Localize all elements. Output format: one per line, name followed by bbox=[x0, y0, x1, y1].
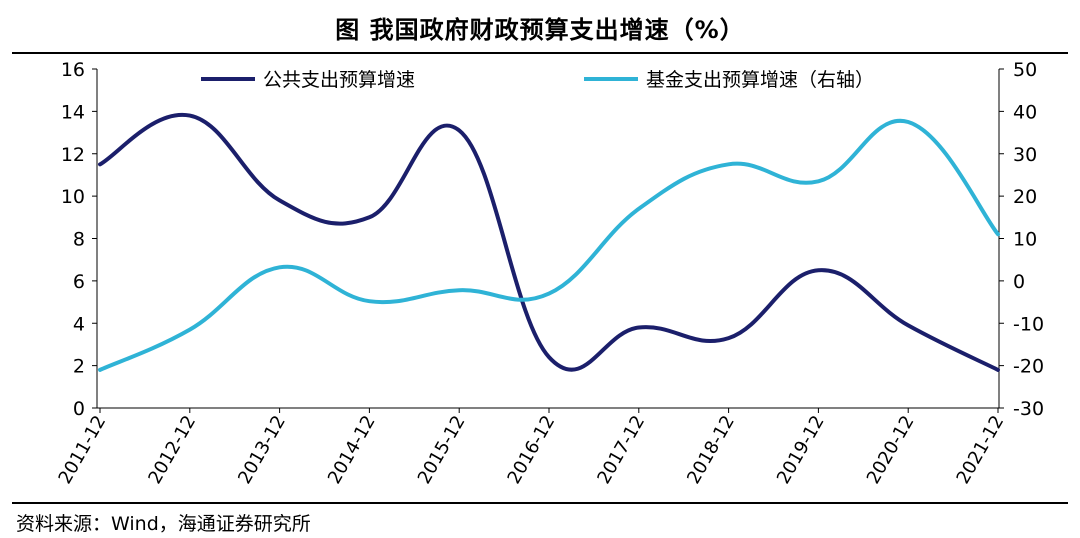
right-tick-label: 10 bbox=[1013, 229, 1037, 251]
x-tick-label: 2017-12 bbox=[593, 412, 649, 488]
x-tick-label: 2014-12 bbox=[324, 412, 380, 488]
x-tick-label: 2012-12 bbox=[144, 412, 200, 488]
chart-axes: 0 2 4 6 8 10 12 14 16 -30 -20 -10 0 10 20 30 40 50 2011-12… bbox=[55, 59, 1045, 488]
chart-title: 图 我国政府财政预算支出增速（%） bbox=[335, 16, 745, 44]
right-tick-label: 0 bbox=[1013, 271, 1025, 293]
source-note: 资料来源：Wind，海通证券研究所 bbox=[16, 513, 311, 535]
left-tick-label: 16 bbox=[61, 59, 85, 81]
x-tick-label: 2019-12 bbox=[773, 412, 829, 488]
right-tick-label: 30 bbox=[1013, 144, 1037, 166]
left-tick-label: 12 bbox=[61, 144, 85, 166]
left-tick-label: 0 bbox=[73, 398, 85, 420]
x-tick-label: 2013-12 bbox=[234, 412, 290, 488]
x-tick-label: 2021-12 bbox=[953, 412, 1009, 488]
left-tick-label: 4 bbox=[73, 313, 85, 335]
left-tick-label: 14 bbox=[61, 101, 85, 123]
source-divider bbox=[12, 502, 1068, 504]
left-tick-label: 8 bbox=[73, 229, 85, 251]
x-tick-label: 2011-12 bbox=[55, 412, 111, 488]
x-tick-label: 2018-12 bbox=[683, 412, 739, 488]
left-tick-label: 6 bbox=[73, 271, 85, 293]
right-tick-label: -10 bbox=[1013, 313, 1044, 335]
title-divider bbox=[12, 52, 1068, 54]
left-tick-label: 2 bbox=[73, 356, 85, 378]
right-tick-label: 40 bbox=[1013, 101, 1037, 123]
right-tick-label: 20 bbox=[1013, 186, 1037, 208]
legend-label-1: 公共支出预算增速 bbox=[263, 69, 415, 91]
x-tick-label: 2020-12 bbox=[863, 412, 919, 488]
legend-label-2: 基金支出预算增速（右轴） bbox=[646, 69, 874, 91]
chart-lines bbox=[98, 112, 1000, 372]
right-tick-label: -30 bbox=[1013, 398, 1044, 420]
right-tick-label: -20 bbox=[1013, 356, 1044, 378]
chart-legend: 公共支出预算增速 基金支出预算增速（右轴） bbox=[201, 69, 874, 91]
x-tick-label: 2016-12 bbox=[504, 412, 560, 488]
x-tick-label: 2015-12 bbox=[414, 412, 470, 488]
left-tick-label: 10 bbox=[61, 186, 85, 208]
series-line-1 bbox=[98, 112, 1000, 372]
series-line-2 bbox=[98, 118, 1000, 372]
right-tick-label: 50 bbox=[1013, 59, 1037, 81]
